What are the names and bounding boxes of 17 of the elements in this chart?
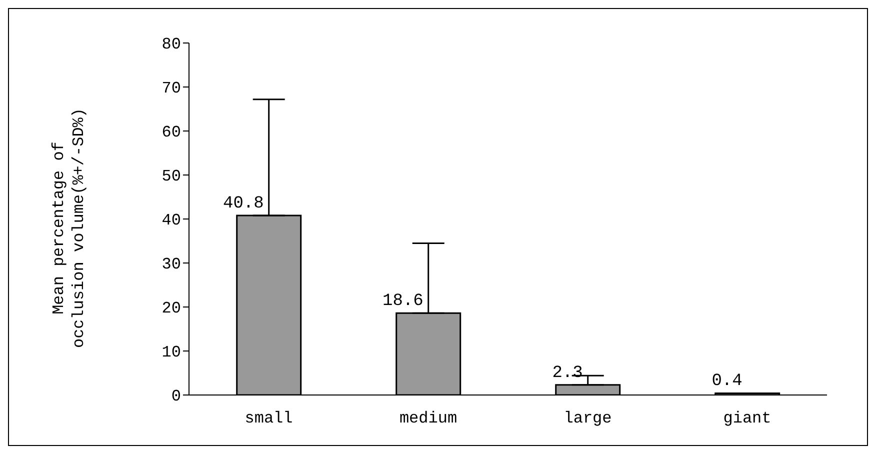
y-tick-label: 30 [162,256,181,274]
y-tick-label: 70 [162,80,181,98]
y-tick-label: 10 [162,344,181,362]
x-tick-label: small [244,409,293,428]
y-axis-title: Mean percentage of occlusion volume(%+/-SD%) [49,106,89,350]
y-tick-label: 80 [162,36,181,54]
y-tick-label: 60 [162,124,181,142]
data-label: 40.8 [223,194,264,214]
y-tick-label: 20 [162,300,181,318]
x-tick-label: large [564,409,612,428]
x-tick-label: medium [399,409,458,428]
y-tick-label: 50 [162,168,181,186]
data-label: 0.4 [712,372,742,392]
x-tick-label: giant [723,409,772,428]
y-tick-label: 40 [162,212,181,230]
y-tick-label: 0 [171,388,181,406]
data-label: 18.6 [382,292,424,312]
